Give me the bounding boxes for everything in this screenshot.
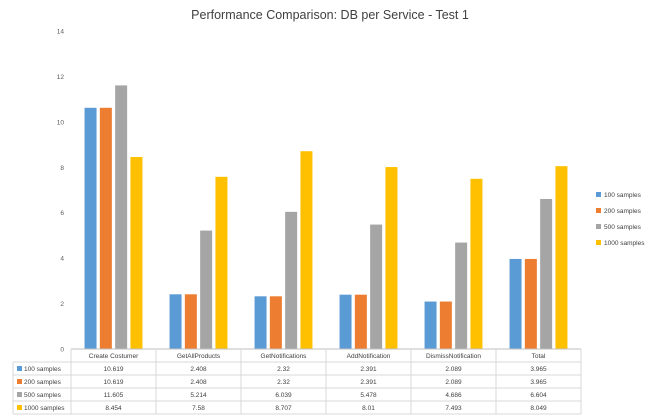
data-table: Create Costumer GetAllProducts GetNotifica… bbox=[12, 348, 582, 415]
bar bbox=[115, 85, 128, 350]
legend-label: 100 samples bbox=[604, 192, 642, 199]
x-category-label: AddNotification bbox=[347, 353, 391, 360]
table-cell-value: 2.391 bbox=[360, 366, 377, 373]
table-legend-key bbox=[17, 392, 22, 397]
y-tick-label: 6 bbox=[60, 210, 64, 217]
bar bbox=[555, 166, 568, 349]
y-axis: 0 2 4 6 8 10 12 14 bbox=[57, 29, 65, 354]
y-tick-label: 2 bbox=[60, 301, 64, 308]
x-category-label: Create Costumer bbox=[89, 353, 139, 360]
table-row-label: 500 samples bbox=[24, 392, 62, 399]
table-cell-value: 5.214 bbox=[190, 392, 207, 399]
bar bbox=[354, 294, 367, 349]
legend-label: 500 samples bbox=[604, 224, 642, 231]
table-cell-value: 2.32 bbox=[277, 379, 290, 386]
table-cell-value: 2.32 bbox=[277, 366, 290, 373]
table-legend-key bbox=[17, 405, 22, 410]
bar bbox=[99, 107, 112, 349]
bar bbox=[285, 211, 298, 349]
bar bbox=[524, 258, 537, 349]
table-cell-value: 7.58 bbox=[192, 405, 205, 412]
y-tick-label: 8 bbox=[60, 165, 64, 172]
table-cell-value: 6.039 bbox=[275, 392, 292, 399]
bar bbox=[184, 294, 197, 349]
bar bbox=[339, 294, 352, 349]
table-cell-value: 2.408 bbox=[190, 366, 207, 373]
table-row-label: 1000 samples bbox=[24, 405, 65, 412]
bar bbox=[370, 224, 383, 349]
bar bbox=[300, 151, 313, 349]
y-tick-label: 10 bbox=[57, 119, 65, 126]
bar bbox=[509, 258, 522, 349]
table-cell-value: 2.089 bbox=[445, 366, 462, 373]
table-cell-value: 8.049 bbox=[530, 405, 547, 412]
legend-swatch bbox=[596, 208, 601, 213]
bar bbox=[540, 198, 553, 349]
bar bbox=[84, 107, 97, 349]
legend-label: 1000 samples bbox=[604, 240, 645, 247]
table-cell-value: 4.686 bbox=[445, 392, 462, 399]
y-tick-label: 4 bbox=[60, 256, 64, 263]
bar bbox=[130, 156, 143, 349]
bar bbox=[439, 301, 452, 349]
table-legend-key bbox=[17, 379, 22, 384]
legend-swatch bbox=[596, 192, 601, 197]
legend: 100 samples 200 samples 500 samples 1000 sa… bbox=[596, 192, 645, 247]
bar bbox=[254, 296, 267, 349]
bar bbox=[269, 296, 282, 349]
table-cell-value: 3.965 bbox=[530, 366, 547, 373]
table-cell-value: 7.493 bbox=[445, 405, 462, 412]
bar bbox=[455, 242, 468, 349]
table-cell-value: 10.619 bbox=[104, 379, 124, 386]
bar bbox=[169, 294, 182, 349]
legend-swatch bbox=[596, 224, 601, 229]
table-row-label: 100 samples bbox=[24, 366, 62, 373]
legend-label: 200 samples bbox=[604, 208, 642, 215]
table-cell-value: 8.01 bbox=[362, 405, 375, 412]
x-category-label: GetAllProducts bbox=[177, 353, 221, 360]
table-cell-value: 8.454 bbox=[105, 405, 122, 412]
table-cell-value: 5.478 bbox=[360, 392, 377, 399]
table-row-label: 200 samples bbox=[24, 379, 62, 386]
table-legend-key bbox=[17, 366, 22, 371]
bar bbox=[470, 178, 483, 349]
y-tick-label: 0 bbox=[60, 347, 64, 354]
legend-swatch bbox=[596, 240, 601, 245]
bar bbox=[200, 230, 213, 349]
bar bbox=[385, 167, 398, 349]
x-category-label: Total bbox=[532, 353, 546, 360]
x-category-label: GetNotifications bbox=[261, 353, 308, 360]
table-cell-value: 3.965 bbox=[530, 379, 547, 386]
table-cell-value: 2.089 bbox=[445, 379, 462, 386]
y-tick-label: 14 bbox=[57, 29, 65, 36]
bar bbox=[215, 176, 228, 349]
table-cell-value: 2.391 bbox=[360, 379, 377, 386]
table-cell-value: 8.707 bbox=[275, 405, 292, 412]
bars bbox=[84, 85, 568, 350]
table-cell-value: 11.605 bbox=[104, 392, 124, 399]
table-cell-value: 2.408 bbox=[190, 379, 207, 386]
table-cell-value: 10.619 bbox=[104, 366, 124, 373]
y-tick-label: 12 bbox=[57, 74, 65, 81]
x-category-label: DismissNotification bbox=[426, 353, 481, 360]
bar bbox=[424, 301, 437, 349]
table-cell-value: 6.604 bbox=[530, 392, 547, 399]
chart-title: Performance Comparison: DB per Service -… bbox=[191, 8, 469, 22]
